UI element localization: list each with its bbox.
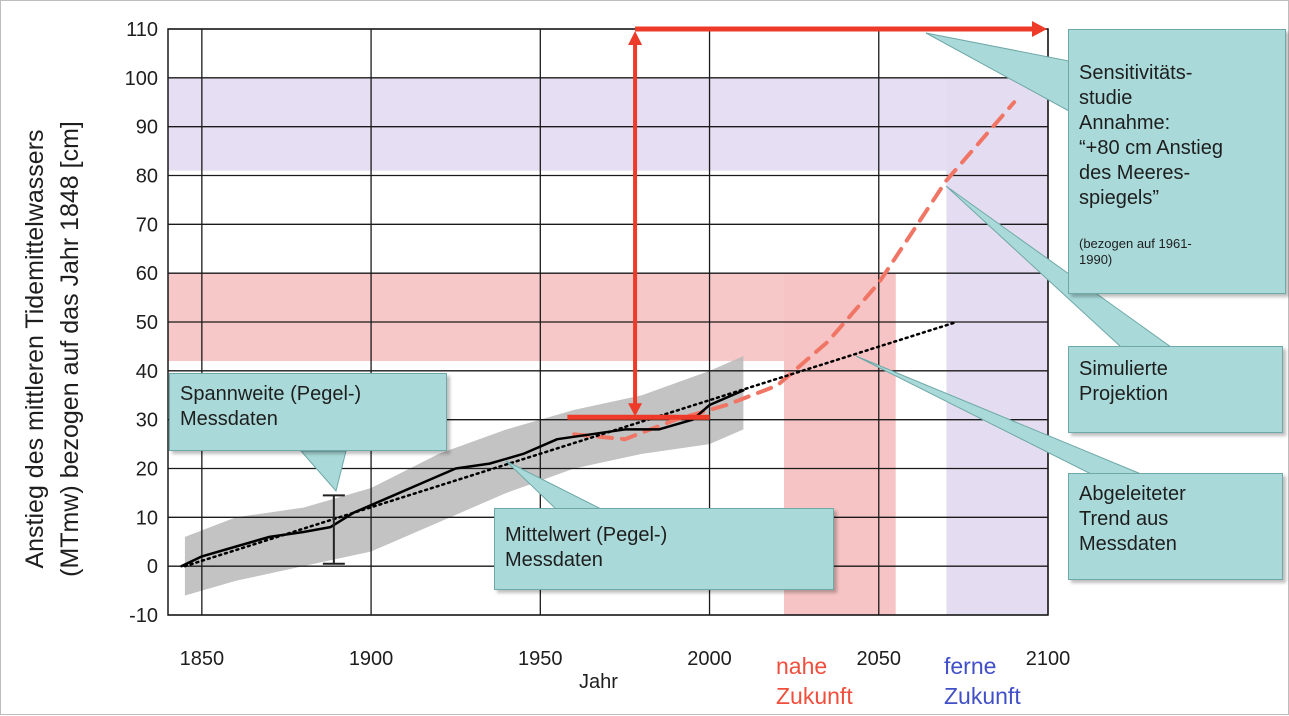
mean-line: [180, 389, 745, 568]
y-tick-label: 30: [136, 410, 158, 432]
near-future-word2: Zukunft: [776, 683, 853, 709]
x-tick-label: 2100: [1026, 648, 1071, 670]
x-tick-label: 1950: [518, 648, 563, 670]
y-axis-label-line1: Anstieg des mittleren Tidemittelwassers: [21, 129, 49, 568]
far-future-region: [946, 77, 1048, 616]
near-future-word1: nahe: [776, 653, 828, 679]
far-future-word2: Zukunft: [944, 683, 1021, 709]
far-future-level-band: [168, 77, 1048, 171]
near-future-level-band: [168, 273, 896, 362]
x-tick-label: 2050: [857, 648, 902, 670]
sensitivity-text: Sensitivitäts- studie Annahme: “+80 cm A…: [1079, 62, 1223, 209]
y-tick-label: 90: [136, 117, 158, 139]
x-axis-label: Jahr: [579, 671, 618, 693]
x-tick-label: 1850: [180, 648, 225, 670]
y-tick-label: 10: [136, 507, 158, 529]
sensitivity-note: (bezogen auf 1961- 1990): [1079, 236, 1192, 267]
y-tick-label: 40: [136, 361, 158, 383]
projection-line: [572, 100, 1017, 442]
x-tick-label: 2000: [687, 648, 732, 670]
trend-line: [183, 320, 958, 568]
sensitivity-arrowhead-down: [628, 403, 643, 417]
callout-mittelwert: Mittelwert (Pegel-) Messdaten: [494, 508, 834, 590]
callout-trend: Abgeleiteter Trend aus Messdaten: [1068, 473, 1283, 580]
far-future-label: ferne Zukunft: [944, 651, 1021, 711]
y-tick-label: 50: [136, 312, 158, 334]
near-future-label: nahe Zukunft: [776, 651, 853, 711]
far-future-word1: ferne: [944, 653, 997, 679]
callout-sensitivity: Sensitivitäts- studie Annahme: “+80 cm A…: [1068, 29, 1286, 294]
sensitivity-arrowhead-right: [1032, 21, 1047, 37]
x-tick-label: 1900: [349, 648, 394, 670]
y-tick-label: 100: [125, 68, 158, 90]
callout-spannweite: Spannweite (Pegel-) Messdaten: [169, 373, 447, 451]
y-tick-label: -10: [129, 605, 158, 627]
y-tick-label: 80: [136, 166, 158, 188]
y-tick-label: 0: [147, 556, 158, 578]
plot-border: [167, 28, 1049, 616]
callout-simulated: Simulierte Projektion: [1068, 346, 1283, 433]
y-tick-label: 20: [136, 459, 158, 481]
y-axis-label-line2: (MTmw) bezogen auf das Jahr 1848 [cm]: [56, 121, 84, 577]
y-tick-label: 110: [126, 19, 158, 41]
y-axis-label-block: Anstieg des mittleren Tidemittelwassers …: [21, 121, 84, 577]
y-tick-label: 60: [136, 263, 158, 285]
sensitivity-arrowhead-up: [628, 31, 643, 45]
callout-tail-spannweite: [299, 450, 347, 493]
y-tick-label: 70: [136, 214, 158, 236]
